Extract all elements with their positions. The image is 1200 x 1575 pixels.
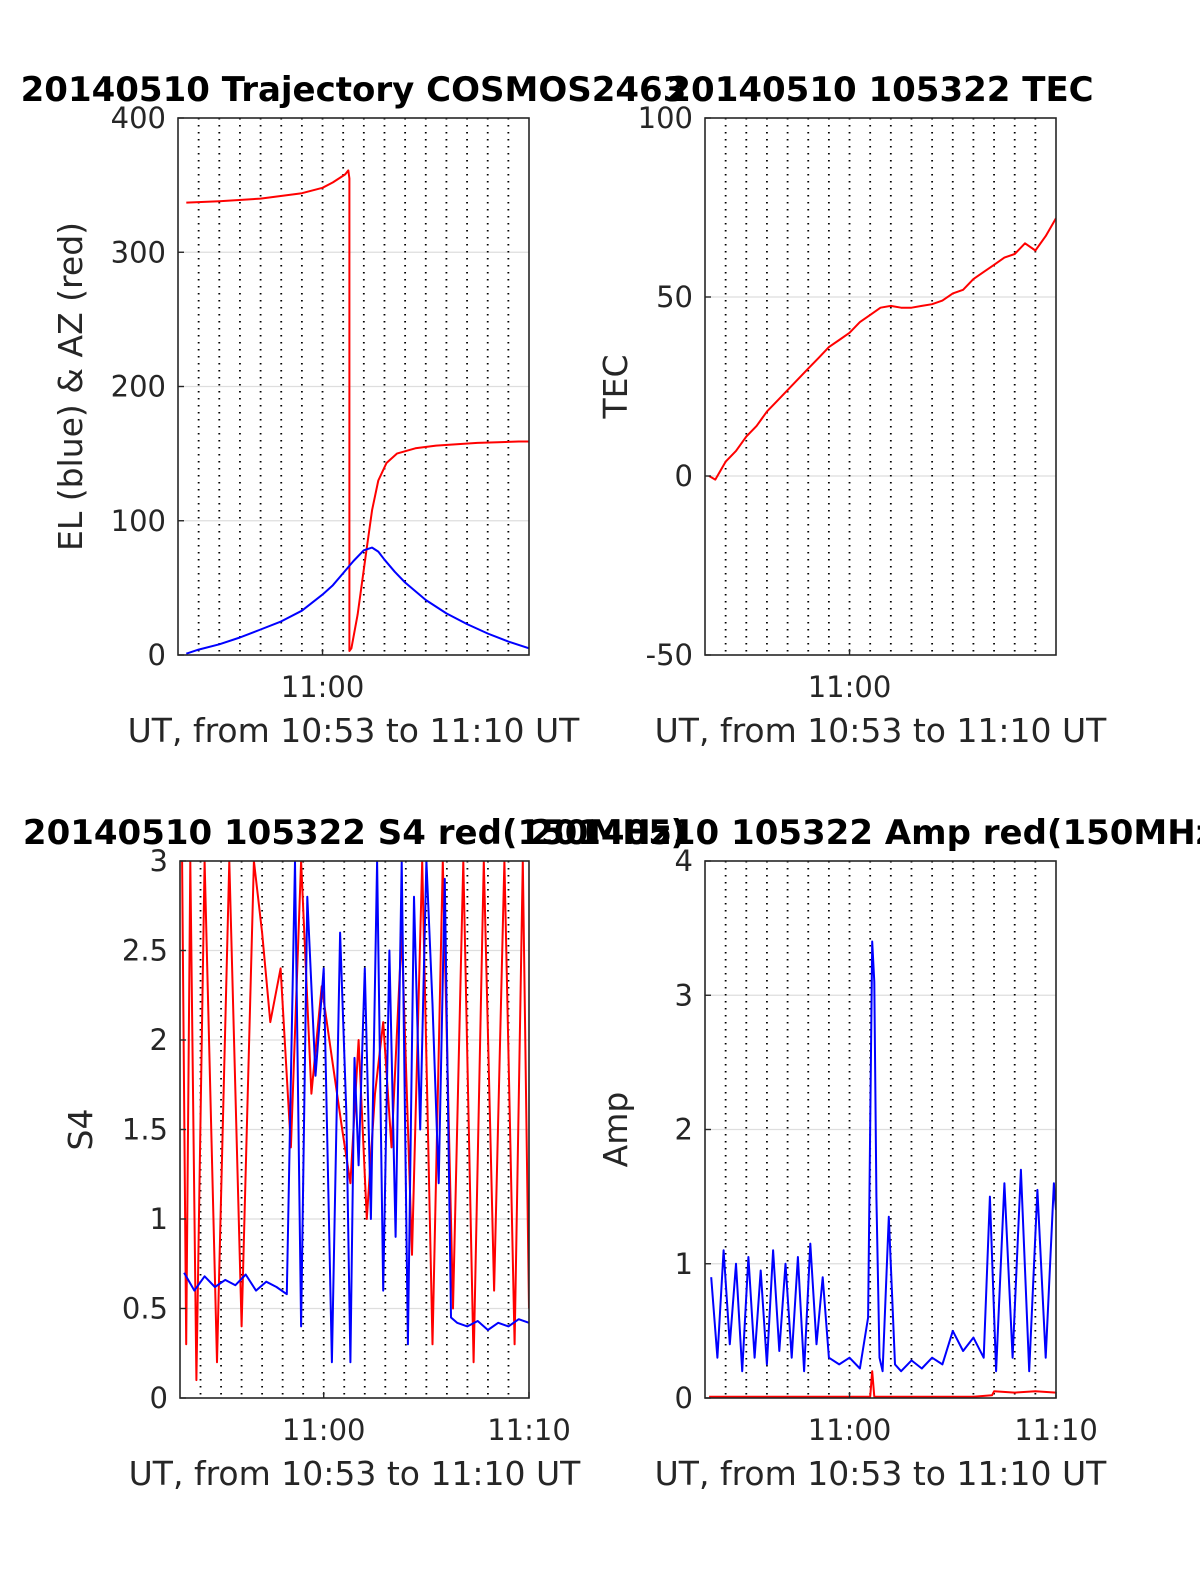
axes-frame bbox=[704, 117, 1057, 656]
series-line-2 bbox=[185, 546, 529, 655]
x-tick-label: 11:00 bbox=[808, 670, 892, 704]
x-axis-label: UT, from 10:53 to 11:10 UT bbox=[655, 1454, 1108, 1493]
y-axis-label: Amp bbox=[596, 1092, 635, 1168]
series-line-1 bbox=[181, 861, 529, 1382]
y-tick-label: 100 bbox=[111, 504, 166, 538]
x-tick-label: 11:00 bbox=[281, 670, 365, 704]
panel-trajectory: 0 100 200 300 400 11:00 20140510 Trajectory CO… bbox=[21, 70, 687, 750]
chart-title: 20140510 Trajectory COSMOS2463 bbox=[21, 70, 687, 110]
y-tick-label: 1.5 bbox=[122, 1113, 168, 1147]
chart-title: 20140510 105322 Amp red(150MHz) bbox=[530, 813, 1200, 853]
y-tick-label: 300 bbox=[111, 235, 166, 269]
y-tick-label: 2 bbox=[150, 1023, 168, 1057]
series-line-1 bbox=[708, 217, 1056, 481]
x-axis-label: UT, from 10:53 to 11:10 UT bbox=[128, 711, 581, 750]
y-tick-label: 2.5 bbox=[122, 934, 168, 968]
panel-amp: 0 1 2 3 4 11:00 11:10 20140510 105322 Amp red(1… bbox=[530, 813, 1200, 1493]
x-tick-label: 11:10 bbox=[1014, 1413, 1098, 1447]
chart-title: 20140510 105322 S4 red(150MHz) bbox=[23, 813, 686, 853]
y-tick-label: 0 bbox=[148, 638, 166, 672]
x-axis-label: UT, from 10:53 to 11:10 UT bbox=[129, 1454, 582, 1493]
y-tick-label: 1 bbox=[150, 1202, 168, 1236]
x-tick-label: 11:00 bbox=[808, 1413, 892, 1447]
y-tick-label: 100 bbox=[638, 101, 693, 135]
x-tick-label: 11:00 bbox=[282, 1413, 366, 1447]
y-tick-label: 3 bbox=[150, 844, 168, 878]
y-tick-label: 1 bbox=[675, 1247, 693, 1281]
series-line-1 bbox=[709, 1370, 1056, 1398]
y-tick-label: 400 bbox=[111, 101, 166, 135]
y-axis-label: EL (blue) & AZ (red) bbox=[51, 222, 90, 551]
series-line-1 bbox=[186, 169, 529, 652]
x-tick-label: 11:10 bbox=[487, 1413, 571, 1447]
series-line-2 bbox=[710, 940, 1056, 1373]
y-tick-label: 2 bbox=[675, 1113, 693, 1147]
y-tick-label: 50 bbox=[656, 280, 693, 314]
y-axis-label: TEC bbox=[596, 354, 635, 419]
panel-s4: 0 0.5 1 1.5 2 2.5 3 11:00 11:10 20140510 105322 S… bbox=[23, 813, 686, 1493]
y-tick-label: 3 bbox=[675, 978, 693, 1012]
x-axis-label: UT, from 10:53 to 11:10 UT bbox=[655, 711, 1108, 750]
y-tick-label: 0.5 bbox=[122, 1292, 168, 1326]
chart-title: 20140510 105322 TEC bbox=[667, 70, 1093, 110]
series-line-2 bbox=[183, 861, 529, 1364]
y-tick-label: 0 bbox=[675, 459, 693, 493]
y-tick-label: 0 bbox=[150, 1381, 168, 1415]
panel-tec: -50 0 50 100 11:00 20140510 105322 TEC UT, fro… bbox=[596, 70, 1107, 750]
y-axis-label: S4 bbox=[61, 1109, 100, 1151]
y-tick-label: 4 bbox=[675, 844, 693, 878]
y-tick-label: -50 bbox=[646, 638, 693, 672]
y-tick-label: 200 bbox=[111, 370, 166, 404]
y-tick-label: 0 bbox=[675, 1381, 693, 1415]
